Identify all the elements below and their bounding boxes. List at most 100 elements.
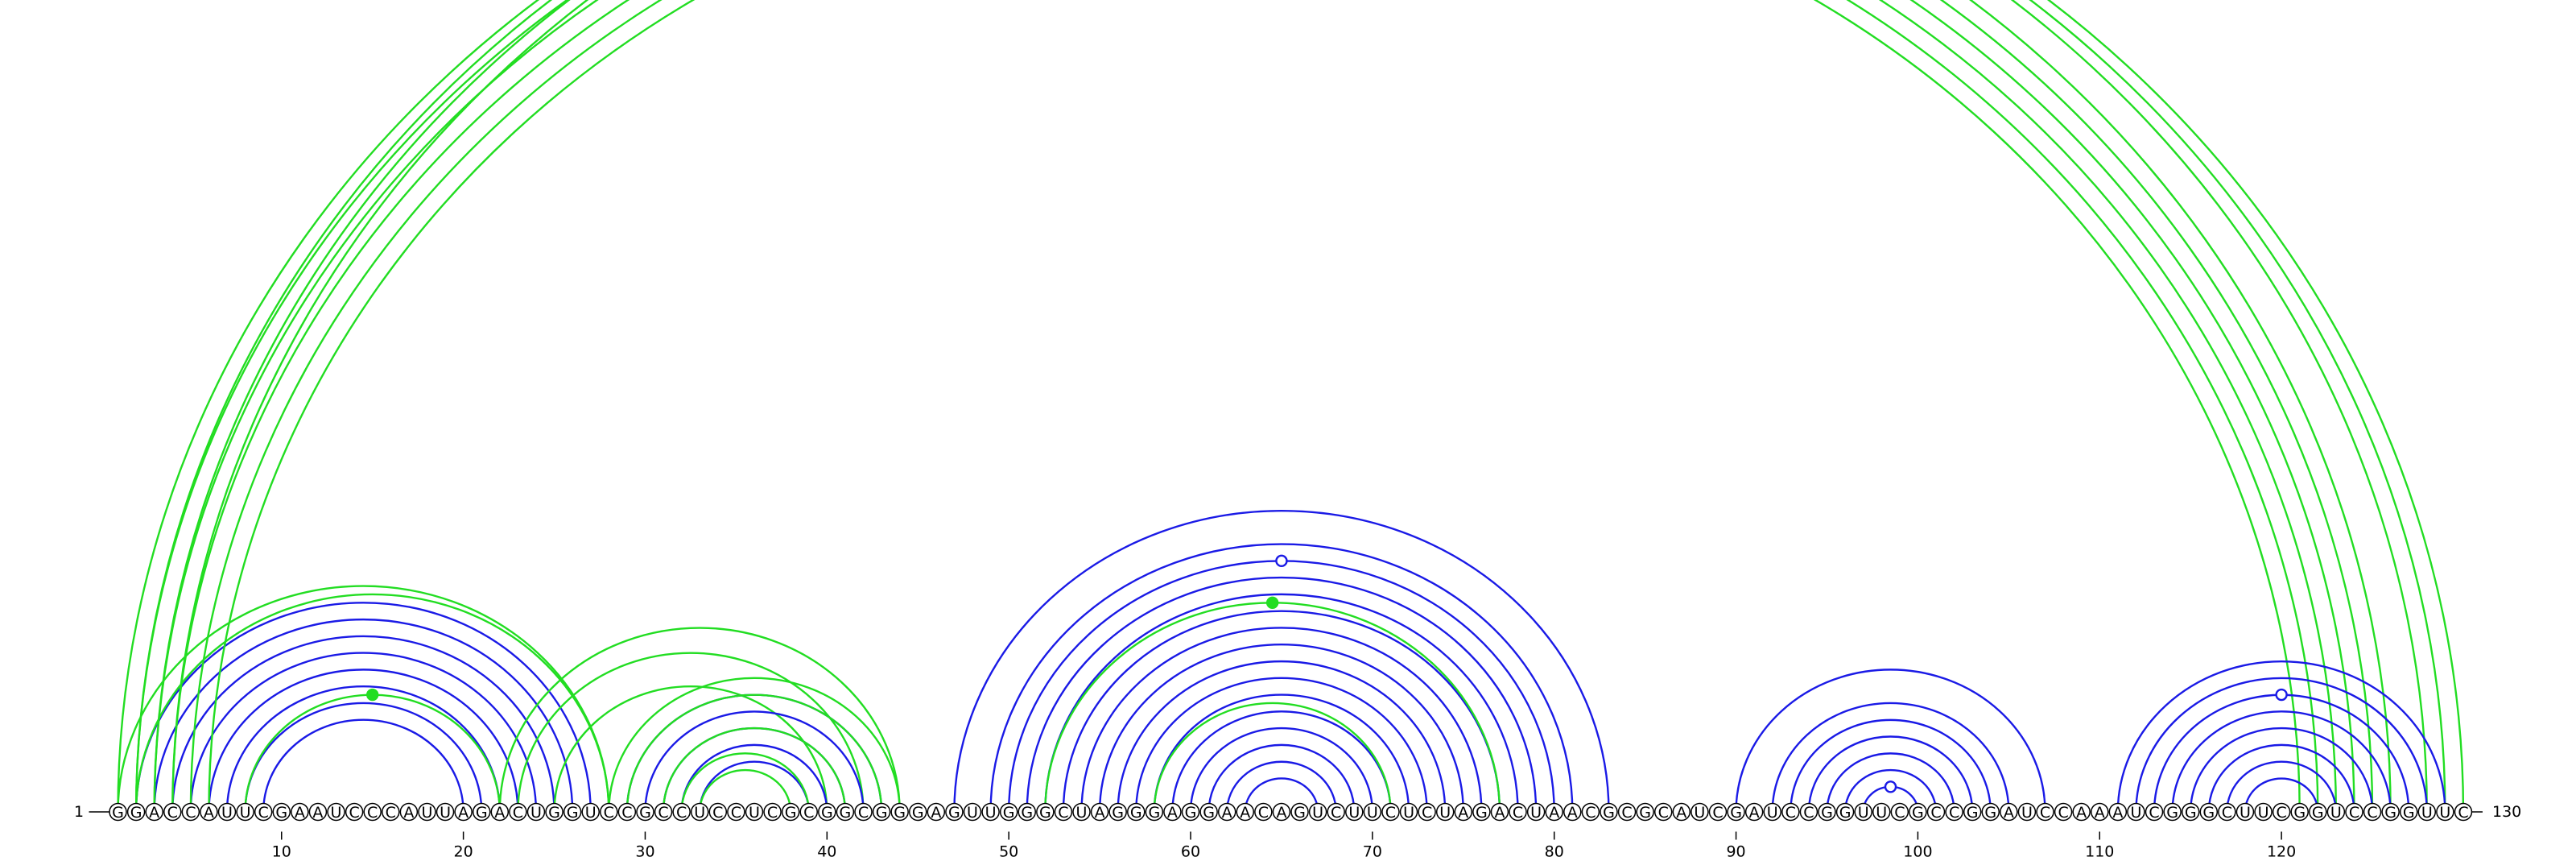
nucleotide-circle	[1327, 802, 1345, 822]
nucleotide: G	[945, 802, 964, 822]
nucleotide-circle	[2326, 802, 2346, 822]
nucleotide: A	[2091, 802, 2109, 822]
arc-marker-open	[2275, 688, 2288, 702]
nucleotide-circle	[126, 802, 146, 822]
tick-label: 30	[635, 843, 654, 857]
nucleotide-circle	[472, 802, 491, 822]
nucleotide: C	[2054, 802, 2073, 822]
nucleotide-circle	[382, 802, 400, 822]
nucleotide-circle	[200, 802, 218, 822]
base-pair-arc-green	[136, 0, 2372, 812]
nucleotide: A	[1217, 802, 1236, 822]
nucleotide-circle	[217, 802, 237, 822]
base-pair-arc-blue	[1244, 777, 1319, 813]
nucleotide-circle	[1600, 802, 1618, 822]
nucleotide: G	[1909, 802, 1927, 822]
nucleotide-circle	[1127, 802, 1146, 822]
nucleotide-circle	[2235, 802, 2255, 822]
base-pair-arc-blue	[1171, 710, 1392, 813]
nucleotide-letter: C	[1658, 804, 1669, 822]
nucleotide: U	[1763, 802, 1781, 822]
nucleotide-circle	[1872, 802, 1891, 822]
nucleotide: C	[1781, 802, 1800, 822]
nucleotide: U	[963, 802, 982, 822]
nucleotide-circle	[908, 802, 927, 822]
nucleotide-circle	[2454, 802, 2473, 822]
nucleotide-letter: C	[712, 804, 723, 822]
nucleotide-letter: U	[585, 804, 597, 822]
nucleotide-circle	[1145, 802, 1164, 822]
nucleotide-letter: U	[985, 804, 997, 822]
nucleotide-letter: A	[403, 804, 414, 822]
nucleotide-letter: G	[2185, 804, 2197, 822]
base-pair-arc-green	[117, 0, 2392, 813]
nucleotide-letter: C	[1422, 804, 1432, 822]
nucleotide: G	[908, 802, 927, 822]
nucleotide-letter: U	[421, 804, 432, 822]
nucleotide-circle	[399, 802, 419, 822]
base-pair-arc-blue	[1026, 576, 1538, 813]
nucleotide: C	[1890, 802, 1909, 822]
nucleotide-circle	[545, 802, 564, 822]
nucleotide-letter: C	[1712, 804, 1723, 822]
base-pair-arc-green	[625, 693, 883, 813]
nucleotide: U	[745, 802, 764, 822]
nucleotide: U	[981, 802, 1000, 822]
nucleotide-circle	[1018, 802, 1036, 822]
nucleotide-letter: U	[2330, 804, 2342, 822]
nucleotide: C	[617, 802, 637, 822]
nucleotide-circle	[254, 802, 273, 822]
base-pair-arc-blue	[1062, 610, 1501, 813]
nucleotide: U	[1435, 802, 1455, 822]
nucleotide-circle	[1036, 802, 1055, 822]
nucleotide-letter: A	[204, 804, 214, 822]
tick-label: 50	[999, 843, 1018, 857]
nucleotide-circle	[1581, 802, 1600, 822]
nucleotide-letter: G	[1984, 804, 1996, 822]
base-pair-arc-blue	[1225, 761, 1337, 813]
nucleotide-circle	[2218, 802, 2236, 822]
nucleotide: U	[436, 802, 455, 822]
nucleotide-circle	[490, 802, 510, 822]
nucleotide: C	[799, 802, 818, 822]
tick-label: 70	[1363, 843, 1382, 857]
nucleotide-circle	[1526, 802, 1546, 822]
nucleotide-circle	[509, 802, 527, 822]
nucleotide-circle	[2145, 802, 2164, 822]
base-pair-arc-blue	[2226, 760, 2338, 813]
nucleotide-circle	[2054, 802, 2073, 822]
nucleotide: G	[1963, 802, 1982, 822]
nucleotide-letter: G	[948, 804, 960, 822]
nucleotide-circle	[1381, 802, 1400, 822]
nucleotide-circle	[1454, 802, 1473, 822]
nucleotide-circle	[2036, 802, 2054, 822]
base-pair-arc-blue	[2171, 710, 2392, 813]
nucleotide-letter: C	[767, 804, 778, 822]
nucleotide-letter: G	[1039, 804, 1051, 822]
nucleotide-letter: G	[821, 804, 833, 822]
tick-label: 90	[1726, 843, 1745, 857]
nucleotide: C	[363, 802, 382, 822]
nucleotide: G	[1199, 802, 1218, 822]
nucleotide-circle	[1690, 802, 1709, 822]
nucleotide-circle	[1963, 802, 1982, 822]
nucleotide-circle	[418, 802, 436, 822]
base-pair-arc-green	[153, 0, 2355, 813]
nucleotide-letter: G	[1730, 804, 1742, 822]
nucleotide: G	[890, 802, 909, 822]
base-pair-arc-blue	[2207, 743, 2355, 813]
nucleotide-letter: C	[1930, 804, 1941, 822]
nucleotide-circle	[1108, 802, 1127, 822]
nucleotide-circle	[1472, 802, 1491, 822]
nucleotide: A	[1545, 802, 1563, 822]
base-pair-arc-green	[208, 0, 2299, 812]
nucleotide-circle	[2381, 802, 2400, 822]
nucleotide-letter: G	[1130, 804, 1142, 822]
nucleotide-letter: C	[1258, 804, 1269, 822]
nucleotide-circle	[1308, 802, 1327, 822]
nucleotide: A	[490, 802, 510, 822]
nucleotide: G	[636, 802, 654, 822]
nucleotide: C	[1653, 802, 1673, 822]
nucleotide-letter: U	[221, 804, 233, 822]
nucleotide: G	[2309, 802, 2327, 822]
